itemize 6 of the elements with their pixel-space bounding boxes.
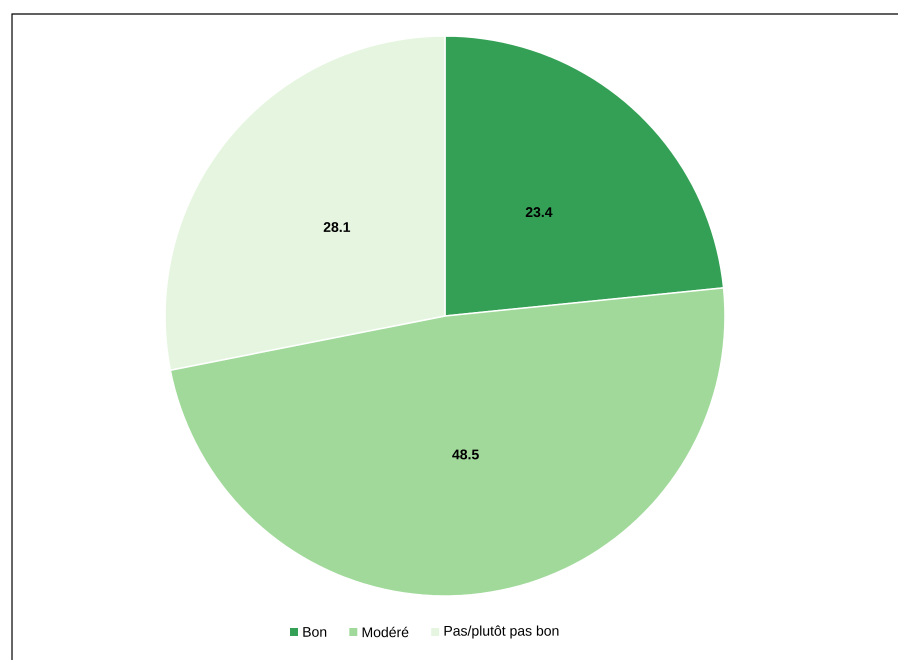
legend-label: Pas/plutôt pas bon	[444, 625, 558, 639]
data-label: 28.1	[324, 222, 350, 232]
legend-label: Bon	[303, 627, 326, 637]
data-label: 23.4	[526, 207, 552, 218]
data-label: 48.5	[452, 449, 479, 460]
legend-label: Modéré	[362, 626, 408, 638]
